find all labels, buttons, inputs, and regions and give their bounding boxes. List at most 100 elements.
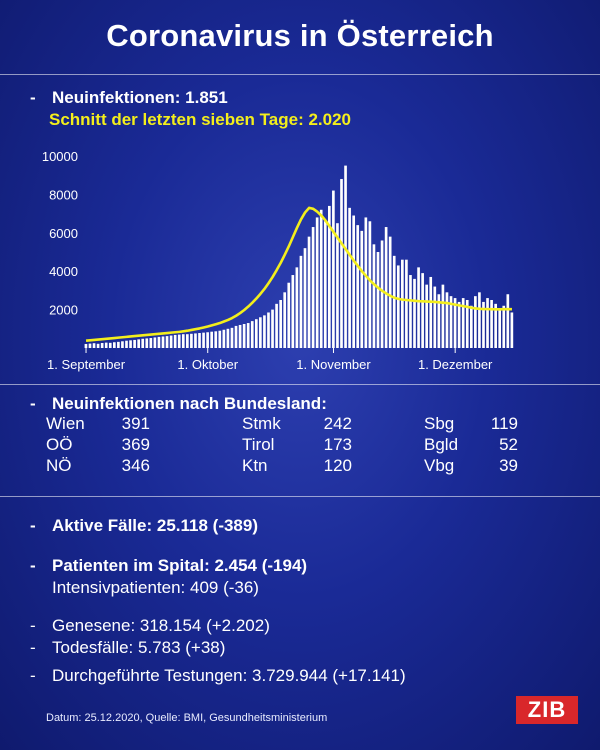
divider-top: [0, 74, 600, 75]
bundesland-name: Tirol: [242, 435, 275, 454]
bar-mark: [368, 221, 372, 348]
bar-mark: [344, 165, 347, 348]
bar-mark: [230, 327, 234, 348]
bar-mark: [510, 312, 514, 348]
bar-mark: [254, 319, 258, 348]
bar-mark: [478, 292, 481, 348]
bar-mark: [303, 248, 307, 348]
bar-mark: [149, 338, 153, 348]
bar-mark: [449, 296, 453, 348]
bar-mark: [100, 343, 104, 348]
bar-mark: [490, 300, 493, 348]
hospital-patients-text: Patienten im Spital: 2.454 (-194): [52, 556, 308, 575]
bar-mark: [287, 282, 291, 348]
bundesland-item: Sbg 119: [424, 414, 518, 434]
bundesland-item: NÖ 346: [46, 456, 150, 476]
bar-mark: [271, 309, 274, 348]
bar-mark: [340, 179, 343, 348]
bundesland-name: OÖ: [46, 435, 73, 454]
y-tick-label: 10000: [42, 149, 78, 164]
bundesland-item: Tirol 173: [242, 435, 352, 455]
bar-mark: [315, 217, 319, 348]
deaths-text: Todesfälle: 5.783 (+38): [52, 638, 226, 657]
bundesland-value: 39: [499, 456, 518, 475]
bar-mark: [429, 276, 433, 348]
bar-mark: [92, 343, 96, 348]
bar-mark: [202, 332, 205, 348]
bar-mark: [453, 298, 457, 348]
bar-mark: [238, 324, 242, 348]
bar-mark: [250, 321, 254, 348]
bundesland-heading-text: Neuinfektionen nach Bundesland:: [52, 394, 327, 413]
bar-mark: [307, 236, 311, 348]
y-tick-label: 2000: [49, 303, 78, 318]
bar-mark: [392, 255, 396, 348]
bundesland-value: 242: [323, 414, 352, 433]
bar-mark: [169, 335, 173, 348]
bundesland-name: NÖ: [46, 456, 72, 475]
bar-mark: [396, 265, 400, 348]
seven-day-average: Schnitt der letzten sieben Tage: 2.020: [49, 110, 351, 129]
bar-mark: [198, 333, 201, 348]
bar-mark: [295, 267, 299, 348]
y-tick-label: 8000: [49, 187, 78, 202]
bar-mark: [173, 334, 177, 348]
bundesland-item: OÖ 369: [46, 435, 150, 455]
bar-mark: [194, 333, 197, 348]
avg-line: [85, 206, 512, 342]
bar-mark: [433, 286, 437, 348]
bar-mark: [469, 305, 473, 348]
bar-mark: [275, 303, 278, 348]
bar-mark: [360, 230, 364, 348]
deaths: - Todesfälle: 5.783 (+38): [30, 638, 226, 657]
bar-mark: [319, 209, 323, 348]
bar-mark: [356, 225, 360, 348]
bar-mark: [401, 259, 404, 348]
bar-mark: [445, 292, 449, 348]
bar-mark: [137, 339, 140, 348]
bar-mark: [210, 331, 214, 348]
y-tick-label: 4000: [49, 264, 78, 279]
bar-mark: [323, 221, 327, 348]
bundesland-item: Wien 391: [46, 414, 150, 434]
bundesland-value: 346: [121, 456, 150, 475]
active-cases-text: Aktive Fälle: 25.118 (-389): [52, 516, 259, 535]
x-tick-label: 1. November: [296, 357, 371, 372]
bar-mark: [376, 252, 380, 348]
bar-mark: [96, 343, 100, 348]
bundesland-name: Vbg: [424, 456, 455, 475]
bar-mark: [84, 343, 88, 348]
bar-mark: [165, 336, 169, 348]
bar-mark: [425, 284, 429, 348]
bar-mark: [141, 338, 145, 348]
bar-mark: [88, 343, 92, 348]
hospital-patients: - Patienten im Spital: 2.454 (-194): [30, 556, 308, 575]
bundesland-value: 52: [499, 435, 518, 454]
bar-mark: [125, 340, 128, 348]
bar-mark: [283, 292, 287, 348]
x-tick-label: 1. Dezember: [418, 357, 493, 372]
bar-mark: [409, 275, 412, 348]
bar-mark: [384, 227, 388, 348]
bar-mark: [388, 236, 392, 348]
bar-mark: [299, 255, 303, 348]
bar-mark: [437, 294, 441, 348]
bar-mark: [121, 341, 124, 348]
bundesland-name: Bgld: [424, 435, 459, 454]
zib-logo: ZIB: [516, 696, 578, 724]
divider-mid: [0, 384, 600, 385]
bar-mark: [380, 240, 384, 348]
bar-mark: [153, 337, 157, 348]
bar-mark: [506, 294, 510, 348]
recovered: - Genesene: 318.154 (+2.202): [30, 616, 270, 635]
bar-mark: [372, 244, 376, 348]
bar-mark: [190, 333, 193, 348]
bar-mark: [486, 298, 489, 348]
bar-mark: [405, 259, 408, 348]
bar-mark: [364, 217, 368, 348]
bundesland-value: 369: [121, 435, 150, 454]
bar-mark: [222, 329, 226, 348]
bar-mark: [246, 323, 250, 348]
bar-mark: [181, 334, 185, 348]
new-infections: - Neuinfektionen: 1.851: [30, 88, 228, 107]
